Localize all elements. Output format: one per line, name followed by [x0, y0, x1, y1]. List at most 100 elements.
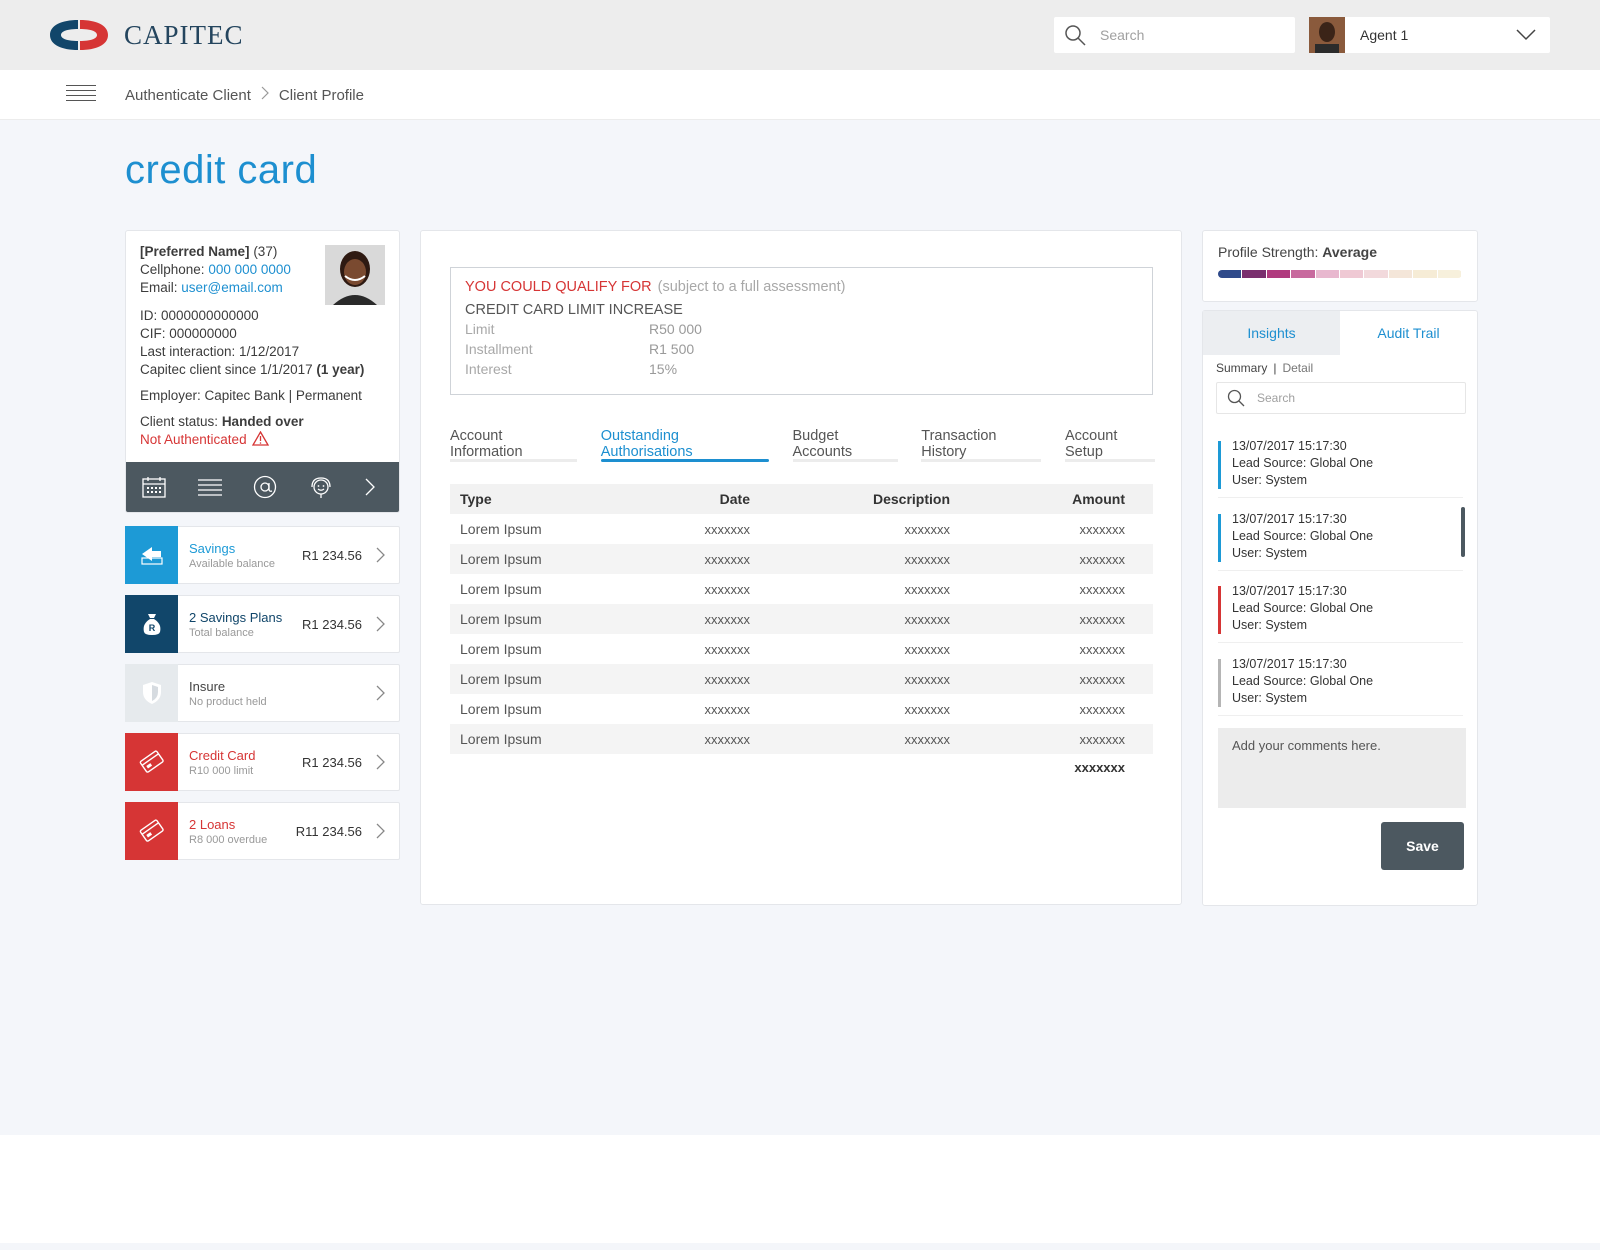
cell-description: xxxxxxx	[904, 731, 951, 747]
strength-segment	[1413, 270, 1437, 278]
product-savings[interactable]: Savings Available balance R1 234.56	[125, 526, 400, 584]
cell-amount: xxxxxxx	[1079, 701, 1126, 717]
product-icon-bg	[125, 733, 178, 791]
column-header-amount[interactable]: Amount	[1072, 491, 1125, 507]
table-total-row: xxxxxxx	[450, 754, 1153, 780]
cell-date: xxxxxxx	[704, 641, 751, 657]
breadcrumb-client-profile[interactable]: Client Profile	[278, 86, 364, 104]
cellphone-label: Cellphone:	[140, 262, 205, 277]
cell-description: xxxxxxx	[904, 641, 951, 657]
audit-search-input[interactable]: Search	[1216, 382, 1466, 414]
table-row[interactable]: Lorem Ipsum xxxxxxx xxxxxxx xxxxxxx	[450, 544, 1153, 574]
tab-budget-accounts[interactable]: Budget Accounts	[792, 428, 898, 462]
tab-transaction-history[interactable]: Transaction History	[921, 428, 1042, 462]
email-icon[interactable]	[253, 475, 277, 499]
audit-entry[interactable]: 13/07/2017 15:17:30 Lead Source: Global O…	[1218, 583, 1463, 643]
summary-detail-toggle: Summary | Detail	[1216, 361, 1313, 375]
calendar-icon[interactable]	[142, 476, 166, 498]
email-label: Email:	[140, 280, 178, 295]
auth-status-text: Not Authenticated	[140, 432, 247, 447]
client-age: (37)	[253, 244, 278, 259]
product-icon-bg	[125, 802, 178, 860]
comment-textarea[interactable]: Add your comments here.	[1218, 728, 1466, 808]
agent-menu[interactable]: Agent 1	[1309, 17, 1550, 53]
tab-outstanding-authorisations[interactable]: Outstanding Authorisations	[600, 428, 769, 462]
breadcrumb-authenticate-client[interactable]: Authenticate Client	[125, 86, 251, 104]
table-row[interactable]: Lorem Ipsum xxxxxxx xxxxxxx xxxxxxx	[450, 604, 1153, 634]
audit-user: User: System	[1232, 618, 1308, 632]
tab-insights[interactable]: Insights	[1203, 311, 1340, 355]
product-name: 2 Loans	[189, 816, 236, 832]
audit-entry-indicator	[1218, 586, 1221, 634]
strength-segment	[1291, 270, 1315, 278]
cell-type: Lorem Ipsum	[460, 641, 542, 657]
chevron-down-icon	[1516, 29, 1536, 41]
client-email[interactable]: user@email.com	[181, 280, 283, 295]
bottom-strip	[0, 1243, 1600, 1250]
audit-entry[interactable]: 13/07/2017 15:17:30 Lead Source: Global O…	[1218, 438, 1463, 498]
product-value: R1 234.56	[302, 547, 362, 563]
cell-amount: xxxxxxx	[1079, 611, 1126, 627]
product-loans[interactable]: 2 Loans R8 000 overdue R11 234.56	[125, 802, 400, 860]
table-row[interactable]: Lorem Ipsum xxxxxxx xxxxxxx xxxxxxx	[450, 514, 1153, 544]
product-credit-card[interactable]: Credit Card R10 000 limit R1 234.56	[125, 733, 400, 791]
toggle-separator: |	[1273, 361, 1277, 375]
table-row[interactable]: Lorem Ipsum xxxxxxx xxxxxxx xxxxxxx	[450, 664, 1153, 694]
qualify-label: Limit	[465, 321, 495, 337]
menu-icon[interactable]	[66, 85, 96, 105]
cell-date: xxxxxxx	[704, 611, 751, 627]
cell-description: xxxxxxx	[904, 611, 951, 627]
breadcrumb: Authenticate Client Client Profile	[125, 86, 364, 104]
agent-avatar	[1309, 17, 1345, 53]
qualify-row: Limit R50 000	[465, 321, 1138, 338]
audit-source: Lead Source: Global One	[1232, 674, 1374, 688]
support-agent-icon[interactable]	[309, 475, 333, 499]
product-icon-bg	[125, 526, 178, 584]
capitec-logo[interactable]: CAPITEC	[48, 18, 244, 52]
client-since: Capitec client since 1/1/2017	[140, 362, 313, 377]
qualify-title: CREDIT CARD LIMIT INCREASE	[465, 302, 683, 318]
chevron-right-icon[interactable]	[365, 478, 375, 496]
detail-link[interactable]: Detail	[1282, 361, 1314, 375]
cell-amount: xxxxxxx	[1079, 731, 1126, 747]
tab-account-information[interactable]: Account Information	[450, 428, 577, 462]
summary-link[interactable]: Summary	[1216, 361, 1268, 375]
product-savings-plans[interactable]: R 2 Savings Plans Total balance R1 234.5…	[125, 595, 400, 653]
product-insure[interactable]: Insure No product held	[125, 664, 400, 722]
global-search-input[interactable]: Search	[1054, 17, 1295, 53]
comment-placeholder: Add your comments here.	[1232, 738, 1381, 753]
client-cellphone[interactable]: 000 000 0000	[208, 262, 291, 277]
column-header-type[interactable]: Type	[460, 491, 492, 507]
product-icon-bg	[125, 664, 178, 722]
strength-segment	[1315, 270, 1340, 278]
cell-description: xxxxxxx	[904, 551, 951, 567]
audit-entry[interactable]: 13/07/2017 15:17:30 Lead Source: Global O…	[1218, 511, 1463, 571]
cell-type: Lorem Ipsum	[460, 611, 542, 627]
table-row[interactable]: Lorem Ipsum xxxxxxx xxxxxxx xxxxxxx	[450, 574, 1153, 604]
qualify-value: 15%	[649, 361, 678, 377]
qualify-value: R1 500	[649, 341, 695, 357]
qualify-note: (subject to a full assessment)	[657, 279, 846, 295]
column-header-description[interactable]: Description	[872, 491, 950, 507]
table-row[interactable]: Lorem Ipsum xxxxxxx xxxxxxx xxxxxxx	[450, 724, 1153, 754]
tab-audit-trail[interactable]: Audit Trail	[1377, 325, 1440, 341]
audit-entry[interactable]: 13/07/2017 15:17:30 Lead Source: Global O…	[1218, 656, 1463, 716]
audit-scrollbar[interactable]	[1461, 507, 1465, 557]
breadcrumb-separator-icon	[261, 86, 269, 104]
table-row[interactable]: Lorem Ipsum xxxxxxx xxxxxxx xxxxxxx	[450, 694, 1153, 724]
audit-entry-indicator	[1218, 441, 1221, 489]
save-button[interactable]: Save	[1381, 822, 1464, 870]
client-last-interaction: Last interaction: 1/12/2017	[140, 344, 300, 359]
chevron-right-icon	[376, 823, 385, 839]
table-header: Type Date Description Amount	[450, 484, 1153, 514]
cell-type: Lorem Ipsum	[460, 521, 542, 537]
client-photo	[325, 245, 385, 305]
chevron-right-icon	[376, 754, 385, 770]
audit-timestamp: 13/07/2017 15:17:30	[1232, 512, 1347, 526]
table-row[interactable]: Lorem Ipsum xxxxxxx xxxxxxx xxxxxxx	[450, 634, 1153, 664]
cell-description: xxxxxxx	[904, 701, 951, 717]
tab-account-setup[interactable]: Account Setup	[1065, 428, 1155, 462]
client-card: [Preferred Name] (37) Cellphone: 000 000…	[125, 230, 400, 513]
list-icon[interactable]	[197, 478, 222, 496]
column-header-date[interactable]: Date	[719, 491, 750, 507]
